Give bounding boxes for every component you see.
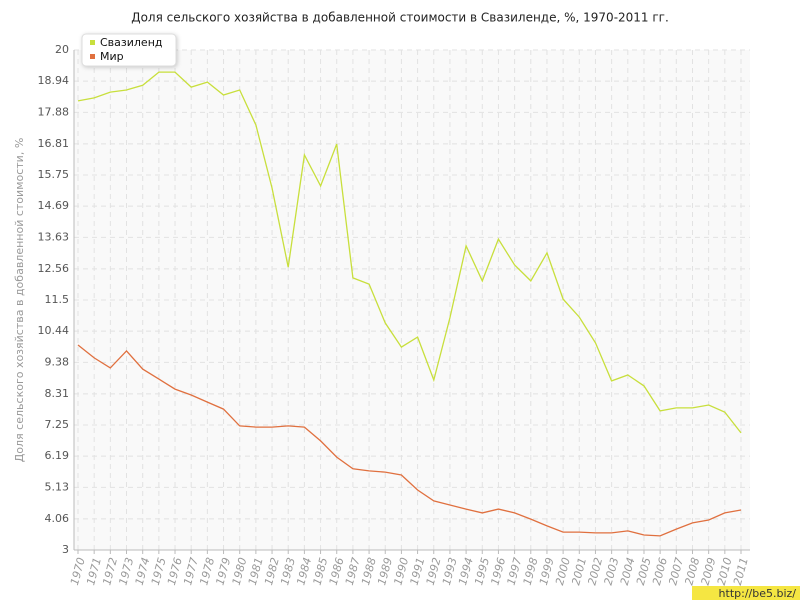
watermark-bg bbox=[692, 586, 800, 600]
y-axis-label: Доля сельского хозяйства в добавленной с… bbox=[13, 138, 26, 463]
legend-label: Мир bbox=[100, 50, 124, 63]
y-tick-label: 9.38 bbox=[45, 355, 70, 368]
y-tick-label: 6.19 bbox=[45, 449, 70, 462]
series-line bbox=[77, 71, 742, 434]
legend-box bbox=[81, 33, 177, 67]
lines bbox=[77, 71, 742, 537]
y-tick-label: 10.44 bbox=[38, 324, 70, 337]
legend-swatch bbox=[90, 40, 95, 45]
y-tick-label: 4.06 bbox=[45, 512, 70, 525]
y-tick-label: 14.69 bbox=[38, 199, 70, 212]
y-tick-label: 11.5 bbox=[45, 293, 70, 306]
y-tick-label: 15.75 bbox=[38, 168, 70, 181]
grid bbox=[73, 49, 750, 554]
y-tick-label: 16.81 bbox=[38, 137, 70, 150]
series-line bbox=[77, 344, 742, 537]
y-tick-label: 7.25 bbox=[45, 418, 70, 431]
y-tick-label: 12.56 bbox=[38, 262, 70, 275]
y-tick-label: 17.88 bbox=[38, 105, 70, 118]
legend-label: Свазиленд bbox=[100, 36, 163, 49]
chart-title: Доля сельского хозяйства в добавленной с… bbox=[131, 11, 669, 25]
y-tick-label: 13.63 bbox=[38, 230, 70, 243]
watermark: http://be5.biz/ bbox=[719, 587, 797, 600]
y-tick-label: 18.94 bbox=[38, 74, 70, 87]
y-tick-label: 5.13 bbox=[45, 480, 70, 493]
y-tick-label: 20 bbox=[55, 43, 69, 56]
legend-swatch bbox=[90, 54, 95, 59]
y-tick-label: 3 bbox=[62, 543, 69, 556]
y-tick-label: 8.31 bbox=[45, 387, 70, 400]
